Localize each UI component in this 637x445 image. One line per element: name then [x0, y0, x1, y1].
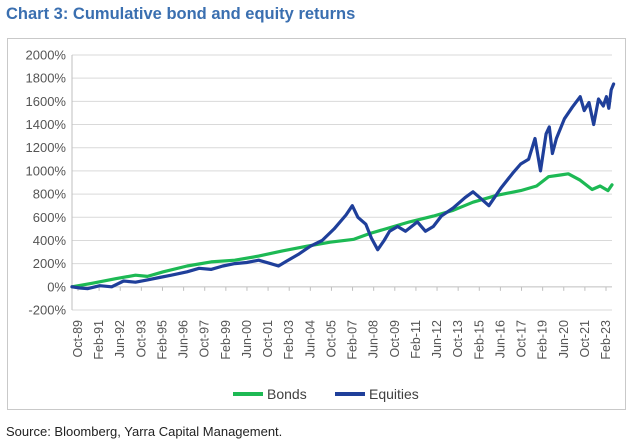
x-tick-label: Jun-92 — [113, 320, 127, 358]
y-tick-label: 1600% — [26, 94, 67, 109]
x-tick-label: Feb-03 — [282, 320, 296, 360]
y-tick-label: 1000% — [26, 163, 67, 178]
x-tick-label: Oct-01 — [261, 320, 275, 358]
series-line-bonds — [70, 172, 614, 289]
source-note: Source: Bloomberg, Yarra Capital Managem… — [6, 424, 283, 439]
gridlines — [71, 54, 612, 311]
x-tick-label: Jun-20 — [557, 320, 571, 358]
x-tick-label: Feb-11 — [409, 320, 423, 359]
x-tick-label: Feb-99 — [219, 320, 233, 360]
x-tick-label: Feb-95 — [155, 320, 169, 360]
x-axis-ticks: Oct-89 Feb-91 Jun-92 Oct-93 Feb-95 Jun-96 Oct-… — [71, 286, 613, 360]
x-tick-label: Oct-09 — [388, 320, 402, 358]
x-tick-label: Oct-21 — [578, 320, 592, 358]
legend-label-equities: Equities — [369, 386, 419, 402]
chart-title: Chart 3: Cumulative bond and equity retu… — [6, 5, 356, 23]
x-tick-label: Feb-23 — [599, 320, 613, 360]
x-tick-label: Jun-04 — [303, 320, 317, 358]
y-tick-label: 400% — [33, 233, 67, 248]
series-lines — [70, 82, 616, 291]
x-tick-label: Feb-19 — [536, 320, 550, 360]
x-tick-label: Jun-12 — [430, 320, 444, 358]
y-tick-label: -200% — [28, 303, 66, 318]
x-tick-label: Feb-07 — [346, 320, 360, 360]
y-tick-label: 200% — [33, 256, 67, 271]
x-tick-label: Oct-05 — [324, 320, 338, 358]
y-tick-label: 1200% — [26, 140, 67, 155]
y-tick-label: 1400% — [26, 117, 67, 132]
legend: Bonds Equities — [233, 386, 419, 402]
y-axis-ticks: -200% 0% 200% 400% 600% 800% 1000% 1200% 1400% 16… — [26, 48, 67, 318]
y-tick-label: 0% — [47, 279, 66, 294]
y-tick-label: 2000% — [26, 48, 67, 63]
chart-frame — [7, 38, 626, 410]
y-tick-label: 1800% — [26, 71, 67, 86]
y-tick-label: 600% — [33, 210, 67, 225]
y-tick-label: 800% — [33, 187, 67, 202]
x-tick-label: Jun-96 — [177, 320, 191, 358]
x-tick-label: Oct-93 — [134, 320, 148, 358]
x-tick-label: Oct-13 — [451, 320, 465, 358]
legend-label-bonds: Bonds — [267, 386, 307, 402]
x-tick-label: Feb-91 — [92, 320, 106, 360]
x-tick-label: Oct-17 — [515, 320, 529, 358]
x-tick-label: Oct-89 — [71, 320, 85, 358]
x-tick-label: Jun-16 — [493, 320, 507, 358]
x-tick-label: Jun-00 — [240, 320, 254, 358]
x-tick-label: Oct-97 — [198, 320, 212, 358]
x-tick-label: Jun-08 — [367, 320, 381, 358]
series-line-equities — [70, 82, 616, 291]
x-tick-label: Feb-15 — [472, 320, 486, 360]
